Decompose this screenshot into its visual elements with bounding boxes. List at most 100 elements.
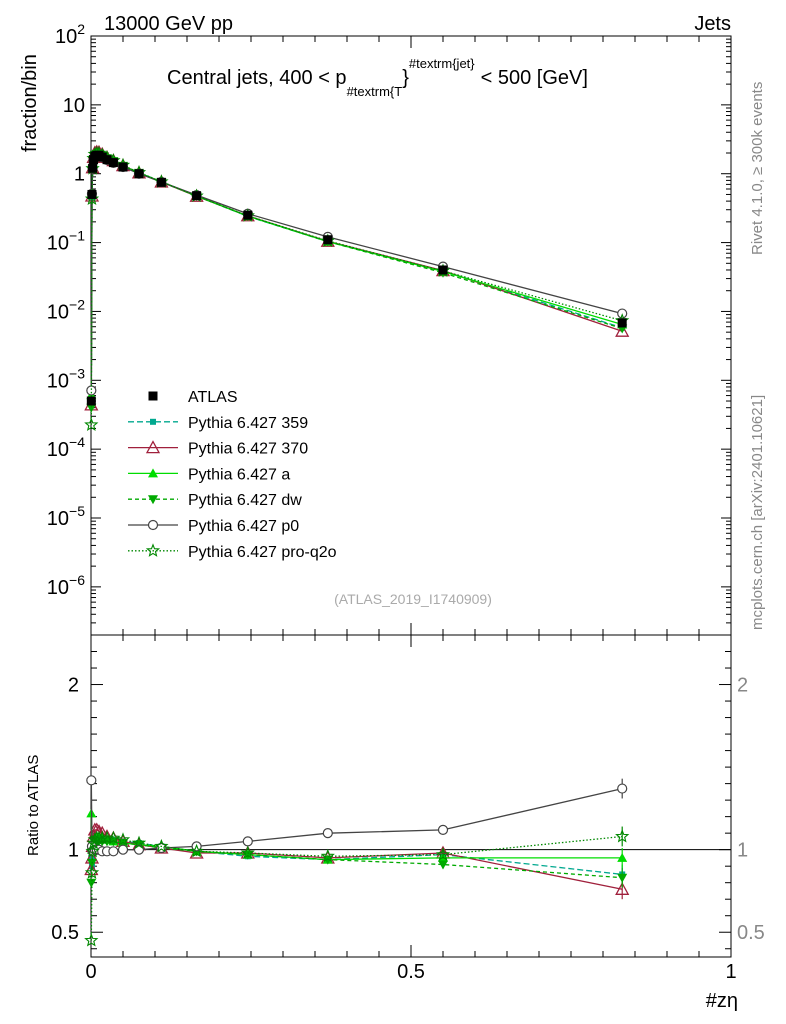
ratio-series-point (108, 846, 119, 857)
y-tick-label-exponent: −6 (69, 572, 85, 588)
y-tick-label-exponent: −5 (69, 503, 85, 519)
atlas-point (243, 210, 253, 220)
y-tick-label-base: 10 (47, 370, 69, 392)
series-point (84, 417, 99, 432)
ratio-series-point (115, 832, 131, 846)
legend-label: Pythia 6.427 p0 (188, 518, 299, 535)
ratio-series-point (84, 932, 99, 947)
ratio-series-point (84, 865, 100, 879)
series-line (90, 152, 623, 396)
atlas-point (108, 158, 118, 168)
chart-title-main: Central jets, 400 < p (167, 67, 347, 89)
side-mcplots-label: mcplots.cern.ch [arXiv:2401.10621] (749, 395, 766, 630)
y-tick-label: 10−2 (47, 296, 85, 323)
chart-title-subscript: #textrm{T (347, 84, 403, 99)
atlas-point (617, 318, 627, 328)
ratio-series-1 (84, 822, 630, 900)
ratio-series-line (90, 813, 623, 861)
x-axis-label: #zη (706, 990, 738, 1012)
legend-marker (148, 468, 158, 478)
ratio-series-point (617, 873, 628, 883)
y-tick-label-base: 10 (63, 95, 85, 117)
series-line (90, 152, 623, 425)
ratio-y-axis-label: Ratio to ATLAS (25, 755, 42, 856)
atlas-point (86, 396, 96, 406)
ratio-y-tick-label-right: 1 (737, 840, 748, 862)
ratio-series-point (322, 828, 333, 839)
legend-item: Pythia 6.427 a (128, 466, 290, 483)
y-tick-label-base: 10 (47, 439, 69, 461)
y-tick-label-base: 10 (47, 508, 69, 530)
y-tick-label-base: 10 (47, 233, 69, 255)
ratio-series-point (617, 852, 628, 862)
ratio-series-point (242, 836, 253, 847)
ratio-series-point (435, 847, 451, 861)
y-tick-label: 10−5 (47, 503, 85, 530)
series-3 (86, 149, 628, 413)
atlas-point (87, 189, 97, 199)
atlas-point (97, 152, 107, 162)
series-line (90, 154, 623, 391)
ratio-series-line (90, 780, 623, 852)
atlas-point (156, 177, 166, 187)
ratio-series-line (90, 835, 623, 941)
y-tick-label: 10−3 (47, 365, 85, 392)
legend-label: Pythia 6.427 359 (188, 415, 308, 432)
ratio-series-5 (84, 826, 630, 947)
ratio-series-point (240, 845, 255, 859)
atlas-point (102, 155, 112, 165)
series-point (86, 385, 97, 396)
chart-title-brace: } (402, 67, 409, 89)
chart-title-tail: < 500 [GeV] (481, 67, 588, 89)
ratio-series-point (154, 838, 169, 853)
series-line (90, 152, 623, 403)
ratio-series-2 (86, 808, 628, 868)
series-line (90, 151, 623, 405)
ratio-series-point (106, 830, 121, 845)
header-process-label: Jets (694, 13, 731, 35)
series-0 (88, 150, 626, 406)
ratio-series-point (131, 835, 147, 850)
ratio-y-tick-label: 0.5 (51, 922, 79, 944)
main-frame (90, 35, 732, 636)
ratio-series-point (320, 848, 335, 863)
ratio-series-point (117, 844, 129, 855)
ratio-series-point (615, 828, 630, 843)
x-tick-label: 1 (725, 961, 736, 983)
legend-item: Pythia 6.427 370 (128, 440, 308, 458)
y-tick-label: 102 (55, 21, 85, 48)
y-tick-label: 10 (63, 95, 85, 117)
legend-item: Pythia 6.427 359 (128, 415, 308, 432)
ratio-y-tick-label-right: 2 (737, 675, 748, 697)
legend-marker (145, 543, 161, 557)
y-tick-label-base: 10 (47, 577, 69, 599)
y-tick-label: 10−6 (47, 572, 85, 599)
ratio-y-tick-label-right: 0.5 (737, 922, 765, 944)
atlas-point (118, 162, 128, 172)
header-energy-label: 13000 GeV pp (104, 13, 233, 35)
y-axis-label: fraction/bin (19, 54, 41, 152)
legend-item: ATLAS (148, 389, 238, 406)
ratio-series-point (86, 775, 97, 786)
atlas-point (134, 169, 144, 179)
atlas-point (323, 235, 333, 245)
legend-item: Pythia 6.427 p0 (128, 518, 299, 535)
legend-label: Pythia 6.427 a (188, 466, 290, 483)
x-tick-label: 0.5 (397, 961, 425, 983)
series-1 (84, 144, 630, 411)
y-tick-label: 10−1 (47, 228, 85, 255)
ratio-series-point (95, 830, 110, 845)
chart-title: Central jets, 400 < p#textrm{T}#textrm{j… (167, 56, 588, 99)
ratio-y-tick-label: 1 (68, 840, 79, 862)
legend-item: Pythia 6.427 pro-q2o (128, 543, 337, 561)
series-line (90, 153, 623, 408)
ratio-series-point (615, 881, 630, 895)
series-point (86, 403, 97, 413)
legend: ATLAS Pythia 6.427 359 Pythia 6.427 370 Pyt… (128, 389, 337, 561)
legend-label: Pythia 6.427 dw (188, 492, 302, 509)
analysis-label: (ATLAS_2019_I1740909) (334, 591, 492, 607)
side-rivet-label: Rivet 4.1.0, ≥ 300k events (749, 82, 766, 255)
ratio-frame (90, 634, 732, 958)
y-tick-label-exponent: −3 (69, 365, 85, 381)
legend-marker (150, 418, 156, 425)
